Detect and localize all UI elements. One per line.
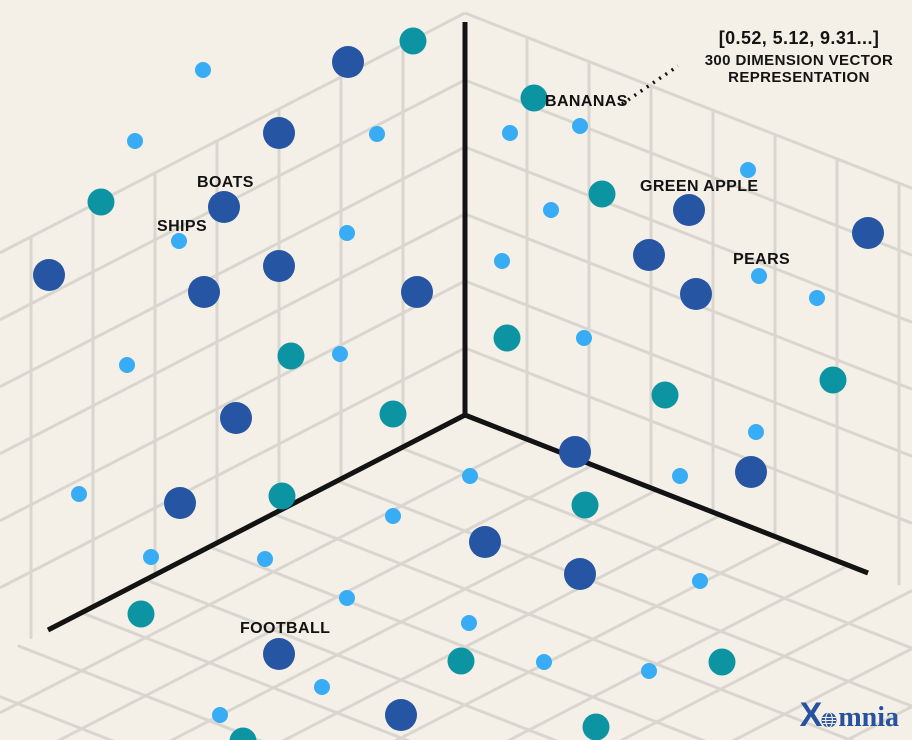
scatter-dot-light_blue — [385, 508, 401, 524]
scatter-dot-light_blue — [127, 133, 143, 149]
scatter-dot-light_blue — [672, 468, 688, 484]
scatter-dot-dark_blue — [401, 276, 433, 308]
scatter-dot-light_blue — [314, 679, 330, 695]
vector-values-text: [0.52, 5.12, 9.31...] — [718, 28, 880, 48]
scatter-dot-light_blue — [751, 268, 767, 284]
scatter-dot-teal — [520, 84, 548, 112]
grid-floor-line — [208, 545, 707, 740]
grid-floor-line — [336, 479, 912, 708]
scatter-dot-light_blue — [332, 346, 348, 362]
scatter-dot-light_blue — [369, 126, 385, 142]
word-label: BANANAS — [545, 93, 628, 110]
scatter-dot-dark_blue — [564, 558, 596, 590]
scatter-dot-dark_blue — [220, 402, 252, 434]
scatter-dot-light_blue — [809, 290, 825, 306]
scatter-dot-dark_blue — [735, 456, 767, 488]
grid-left-wall-line — [0, 212, 466, 456]
logo-rest-letters: mnia — [838, 702, 899, 733]
scatter-dot-dark_blue — [263, 250, 295, 282]
scatter-dot-teal — [399, 27, 427, 55]
scatter-dot-light_blue — [339, 225, 355, 241]
word-label: PEARS — [733, 251, 790, 268]
scatter-dot-light_blue — [257, 551, 273, 567]
scatter-dot-teal — [571, 491, 599, 519]
scatter-dot-dark_blue — [673, 194, 705, 226]
scatter-dot-teal — [277, 342, 305, 370]
scatter-dot-dark_blue — [332, 46, 364, 78]
scatter-dot-teal — [493, 324, 521, 352]
scatter-dot-dark_blue — [208, 191, 240, 223]
scatter-dot-light_blue — [572, 118, 588, 134]
scatter-dot-light_blue — [195, 62, 211, 78]
grid-left-wall-line — [0, 11, 466, 255]
scatter-dot-light_blue — [212, 707, 228, 723]
scatter-dot-dark_blue — [633, 239, 665, 271]
left-axis — [46, 412, 467, 633]
scatter-dot-light_blue — [143, 549, 159, 565]
scatter-dot-teal — [268, 482, 296, 510]
grid-floor-line — [17, 644, 263, 740]
grid-left-wall-line — [0, 346, 466, 590]
scatter-dot-dark_blue — [469, 526, 501, 558]
vector-dimension-text: 300 DIMENSION VECTOR — [704, 52, 894, 69]
scatter-dot-teal — [819, 366, 847, 394]
grid-floor-line — [168, 488, 658, 740]
scatter-dot-light_blue — [502, 125, 518, 141]
scatter-dot-light_blue — [641, 663, 657, 679]
scatter-dot-light_blue — [740, 162, 756, 178]
word-label: SHIPS — [157, 218, 207, 235]
scatter-dot-dark_blue — [559, 436, 591, 468]
grid-left-wall-line — [0, 145, 466, 389]
scatter-dot-light_blue — [576, 330, 592, 346]
scatter-dot-teal — [127, 600, 155, 628]
scatter-dot-dark_blue — [164, 487, 196, 519]
scatter-dot-teal — [651, 381, 679, 409]
grid-floor-line — [506, 563, 850, 740]
scatter-dot-light_blue — [339, 590, 355, 606]
word-label: GREEN APPLE — [640, 178, 759, 195]
scatter-dot-light_blue — [748, 424, 764, 440]
scatter-dot-dark_blue — [33, 259, 65, 291]
grid-floor-line — [618, 589, 912, 740]
grid-floor-line — [281, 513, 722, 740]
word-label: FOOTBALL — [240, 620, 330, 637]
scatter-dot-dark_blue — [188, 276, 220, 308]
globe-icon — [821, 712, 837, 728]
grid-floor-line — [731, 647, 912, 740]
word-label: BOATS — [197, 174, 254, 191]
scatter-dot-light_blue — [543, 202, 559, 218]
scatter-dot-teal — [229, 727, 257, 740]
scatter-dot-light_blue — [119, 357, 135, 373]
scatter-dot-teal — [379, 400, 407, 428]
scatter-dot-light_blue — [71, 486, 87, 502]
right-axis — [464, 412, 869, 576]
scatter-dot-dark_blue — [852, 217, 884, 249]
grid-floor-line — [56, 463, 594, 740]
scatter-dot-light_blue — [494, 253, 510, 269]
logo-x-letter: X — [799, 696, 823, 734]
grid-floor-line — [393, 538, 786, 740]
grid-floor-line — [0, 438, 530, 715]
scatter-dot-teal — [447, 647, 475, 675]
scatter-dot-dark_blue — [263, 117, 295, 149]
scatter-dot-dark_blue — [680, 278, 712, 310]
scatter-dot-teal — [708, 648, 736, 676]
scatter-dot-dark_blue — [385, 699, 417, 731]
vector-representation-text: REPRESENTATION — [728, 69, 870, 87]
scatter-dot-teal — [582, 713, 610, 740]
scatter-dot-light_blue — [692, 573, 708, 589]
scatter-dot-teal — [87, 188, 115, 216]
scatter-dot-teal — [588, 180, 616, 208]
scatter-dot-dark_blue — [263, 638, 295, 670]
grid-floor-line — [81, 611, 411, 740]
grid-left-wall-line — [0, 279, 466, 523]
scatter-dot-light_blue — [462, 468, 478, 484]
scatter-dot-light_blue — [461, 615, 477, 631]
vector-annotation: [0.52, 5.12, 9.31...] 300 DIMENSION VECT… — [668, 28, 912, 87]
scatter-dot-light_blue — [171, 233, 187, 249]
xemnia-logo: X mnia — [800, 698, 899, 732]
scatter-dot-light_blue — [536, 654, 552, 670]
